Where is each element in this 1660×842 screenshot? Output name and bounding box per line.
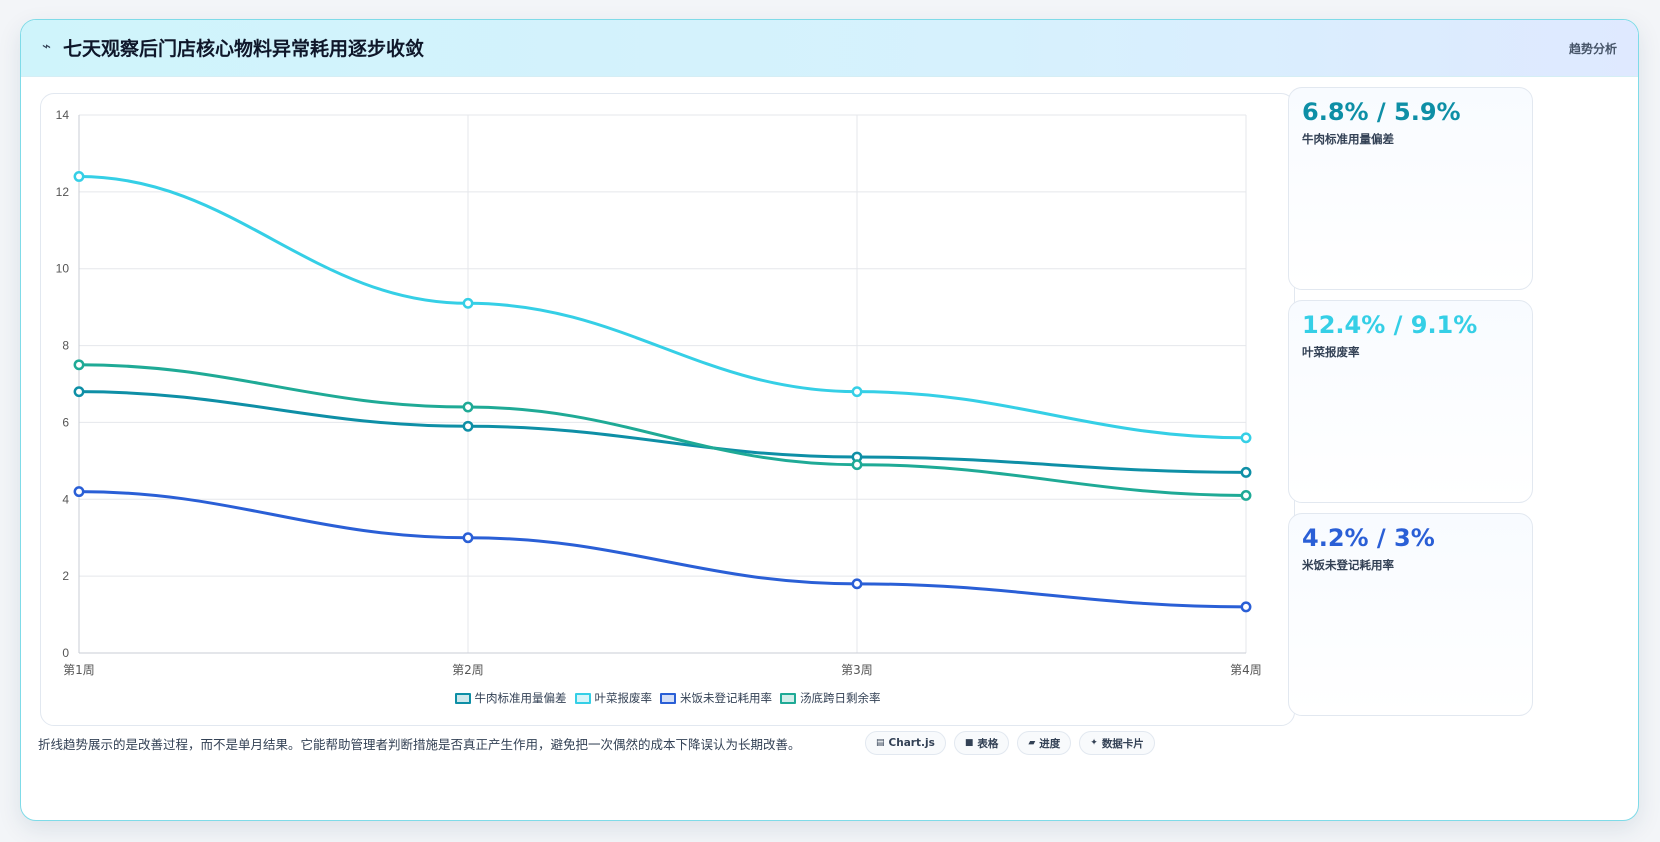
y-tick-label: 8 [62, 339, 69, 353]
stat-value: 6.8% / 5.9% [1302, 98, 1461, 126]
data-point [73, 486, 85, 498]
chip-label: 表格 [977, 737, 999, 750]
stat-value: 4.2% / 3% [1302, 524, 1435, 552]
data-point [1240, 601, 1252, 613]
data-point [462, 420, 474, 432]
legend-label: 米饭未登记耗用率 [680, 691, 772, 705]
progress-icon: ▰ [1028, 738, 1036, 748]
legend-swatch [574, 692, 591, 704]
y-tick-label: 14 [56, 108, 70, 122]
chip-chartjs[interactable]: ▤ Chart.js [865, 731, 946, 755]
data-point [462, 532, 474, 544]
series-line-1 [78, 174, 1247, 440]
legend-swatch [660, 692, 676, 704]
x-tick-label: 第2周 [452, 663, 484, 677]
legend-swatch [454, 692, 471, 704]
stat-value: 12.4% / 9.1% [1302, 311, 1478, 339]
chart-icon: ▤ [876, 738, 885, 748]
x-tick-label: 第3周 [841, 663, 873, 677]
x-tick-label: 第4周 [1230, 663, 1262, 677]
y-tick-label: 2 [62, 569, 69, 583]
chip-label: 进度 [1039, 737, 1061, 750]
legend-swatch [780, 692, 796, 704]
data-point [1240, 432, 1252, 444]
stat-label: 米饭未登记耗用率 [1302, 558, 1394, 572]
page-title: 七天观察后门店核心物料异常耗用逐步收敛 [63, 38, 425, 60]
chip-label: 数据卡片 [1101, 737, 1144, 750]
data-point [1240, 489, 1252, 501]
stat-card-beef: 6.8% / 5.9% 牛肉标准用量偏差 [1288, 87, 1533, 290]
stat-label: 叶菜报废率 [1302, 345, 1360, 359]
legend-label: 牛肉标准用量偏差 [474, 691, 567, 705]
stat-label: 牛肉标准用量偏差 [1302, 132, 1394, 146]
data-point [851, 459, 863, 471]
chip-progress[interactable]: ▰ 进度 [1017, 731, 1072, 755]
chip-data-cards[interactable]: ✦ 数据卡片 [1079, 731, 1155, 755]
stat-card-greens: 12.4% / 9.1% 叶菜报废率 [1288, 300, 1533, 503]
y-tick-label: 12 [56, 185, 70, 199]
data-point [73, 386, 85, 398]
data-point [462, 401, 474, 413]
legend-item[interactable]: 汤底跨日剩余率 [780, 690, 881, 706]
line-chart: 0 2 4 6 8 10 12 14 第1周 第2周 第3周 第4周 [56, 108, 1262, 677]
data-point [851, 386, 863, 398]
series-line-3 [78, 363, 1247, 497]
data-point [851, 578, 863, 590]
x-tick-label: 第1周 [63, 663, 95, 677]
y-tick-label: 6 [62, 415, 69, 429]
chip-bar: ▤ Chart.js ■ 表格 ▰ 进度 ✦ 数据卡片 [865, 731, 1155, 755]
card-header: ⌁ 七天观察后门店核心物料异常耗用逐步收敛 趋势分析 [21, 20, 1638, 77]
dashboard-card: ⌁ 七天观察后门店核心物料异常耗用逐步收敛 趋势分析 0 2 4 6 8 10 12 14 第1… [20, 19, 1639, 821]
y-tick-label: 10 [56, 262, 70, 276]
trend-analysis-tag: 趋势分析 [1568, 42, 1617, 56]
data-point [73, 359, 85, 371]
data-point [73, 171, 85, 182]
legend-item[interactable]: 米饭未登记耗用率 [660, 690, 772, 706]
sparkle-icon: ✦ [1090, 738, 1098, 748]
legend-label: 汤底跨日剩余率 [800, 691, 881, 705]
chart-spark-icon: ⌁ [42, 37, 52, 55]
legend-item[interactable]: 牛肉标准用量偏差 [454, 690, 567, 706]
y-tick-label: 4 [62, 492, 69, 506]
data-point [1240, 466, 1252, 478]
legend-label: 叶菜报废率 [594, 691, 653, 705]
series-line-0 [78, 390, 1247, 474]
chip-label: Chart.js [888, 737, 935, 749]
line-chart-panel: 0 2 4 6 8 10 12 14 第1周 第2周 第3周 第4周 牛肉标准用量偏差 叶菜报废率 米饭未… [40, 93, 1295, 726]
chip-table[interactable]: ■ 表格 [953, 731, 1010, 755]
table-icon: ■ [964, 738, 974, 748]
footer-description: 折线趋势展示的是改善过程，而不是单月结果。它能帮助管理者判断措施是否真正产生作用… [38, 737, 801, 752]
y-tick-label: 0 [62, 646, 69, 660]
data-point [462, 297, 474, 309]
legend-item[interactable]: 叶菜报废率 [574, 690, 653, 706]
chart-legend: 牛肉标准用量偏差 叶菜报废率 米饭未登记耗用率 汤底跨日剩余率 [41, 688, 1294, 708]
series-line-2 [78, 490, 1247, 609]
stat-card-rice: 4.2% / 3% 米饭未登记耗用率 [1288, 513, 1533, 716]
